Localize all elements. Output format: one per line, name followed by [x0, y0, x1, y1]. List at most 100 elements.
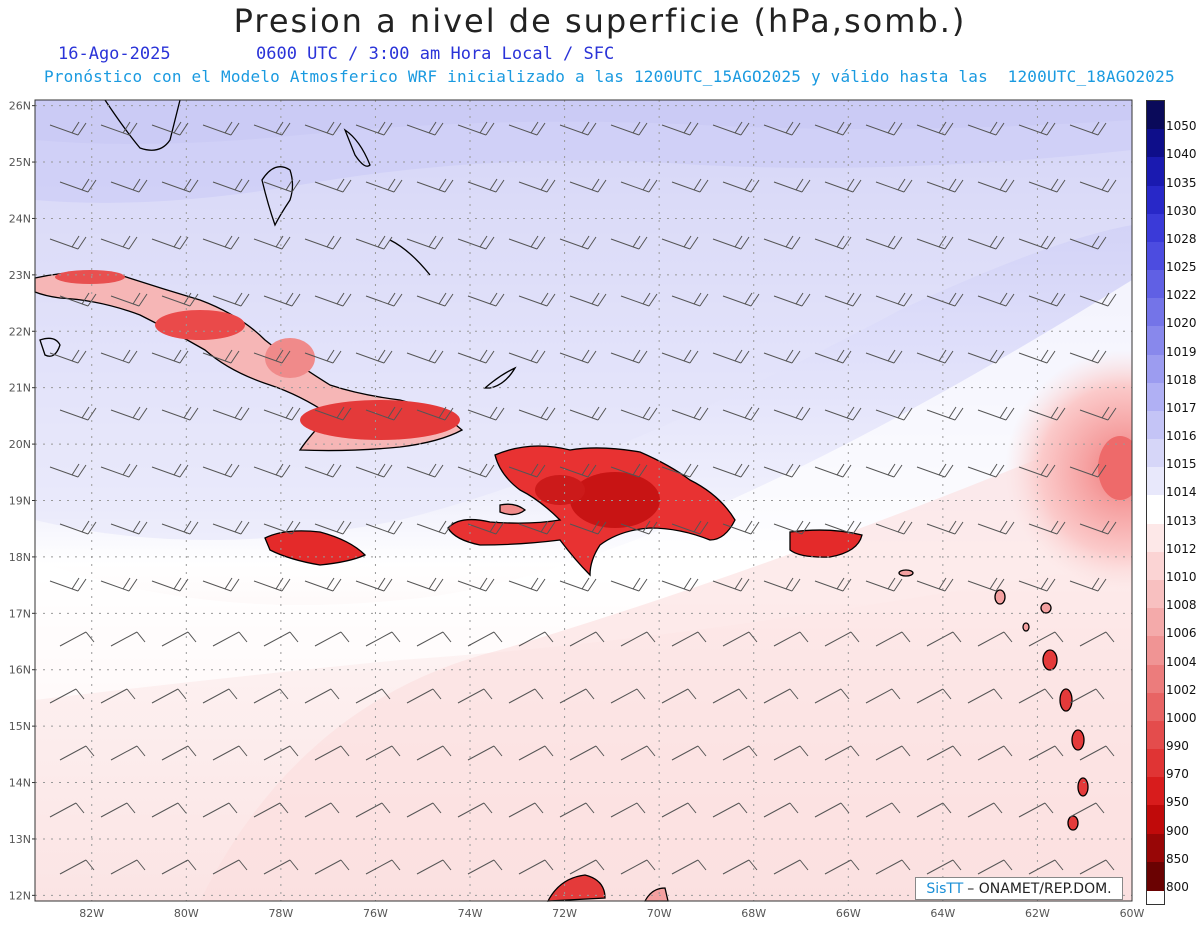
wind-barb: [406, 688, 442, 704]
wind-barb: [151, 577, 189, 592]
wind-barb: [355, 235, 393, 250]
wind-barb: [773, 520, 811, 535]
wind-barb: [1018, 802, 1054, 818]
legend-swatch: [1147, 382, 1164, 412]
wind-barb: [151, 688, 187, 704]
wind-barb: [100, 463, 138, 478]
wind-barb: [559, 349, 597, 364]
lat-label: 25N: [9, 156, 31, 169]
wind-barb: [202, 235, 240, 250]
legend-swatch: [1147, 213, 1164, 243]
wind-barb: [59, 520, 97, 535]
wind-barb: [916, 121, 954, 136]
wind-barb: [814, 349, 852, 364]
wind-barb: [712, 121, 750, 136]
wind-barb: [977, 292, 1015, 307]
wind-barb: [202, 802, 238, 818]
legend-level-label: 850: [1166, 851, 1189, 866]
wind-barb: [569, 859, 605, 875]
legend-swatch: [1147, 664, 1164, 694]
lat-label: 24N: [9, 212, 31, 225]
wind-barb: [1069, 577, 1107, 592]
wind-barb: [457, 577, 495, 592]
wind-barb: [773, 631, 809, 647]
wind-barb: [151, 235, 189, 250]
wind-barb: [671, 631, 707, 647]
wind-barb: [916, 463, 954, 478]
wind-barb: [416, 292, 454, 307]
wind-barb: [518, 745, 554, 761]
wind-barb: [151, 463, 189, 478]
wind-barb: [661, 121, 699, 136]
wind-barb: [100, 802, 136, 818]
wind-barb: [559, 802, 595, 818]
wind-barb: [518, 631, 554, 647]
wind-barb: [967, 349, 1005, 364]
lat-label: 21N: [9, 382, 31, 395]
latitude-labels: 26N 25N 24N 23N 22N 21N 20N 19N 18N 17N 16N 15N 14N 1…: [9, 100, 35, 902]
wind-barb: [569, 631, 605, 647]
wind-barb: [1079, 520, 1117, 535]
wind-barb: [253, 235, 291, 250]
wind-barb: [1018, 121, 1056, 136]
wind-barb: [916, 688, 952, 704]
wind-barb: [49, 349, 87, 364]
wind-barb: [824, 745, 860, 761]
wind-barb: [314, 178, 352, 193]
map-field: [35, 100, 1132, 901]
credit-text: – ONAMET/REP.DOM.: [967, 880, 1112, 897]
wind-barb: [1018, 688, 1054, 704]
st-vincent: [1077, 777, 1089, 797]
legend-level-label: 1025: [1166, 260, 1197, 275]
legend-level-label: 1004: [1166, 654, 1197, 669]
lat-label: 22N: [9, 325, 31, 338]
wind-barb: [355, 121, 393, 136]
wind-barb: [304, 349, 342, 364]
wind-barb: [1018, 577, 1056, 592]
wind-barb: [569, 406, 607, 421]
wind-barb: [926, 859, 962, 875]
legend-level-label: 1020: [1166, 316, 1197, 331]
wind-barb: [620, 631, 656, 647]
wind-barb: [620, 745, 656, 761]
wind-barb: [763, 577, 801, 592]
south-america-coast: [546, 874, 606, 902]
wind-barb: [151, 802, 187, 818]
wind-barb: [457, 121, 495, 136]
wind-barb: [161, 631, 197, 647]
legend-level-label: 1014: [1166, 485, 1197, 500]
wind-barb: [773, 406, 811, 421]
wind-barb: [100, 235, 138, 250]
legend-swatch: [1147, 551, 1164, 581]
wind-barb: [661, 577, 699, 592]
model-subtitle: Pronóstico con el Modelo Atmosferico WRF…: [44, 67, 1175, 86]
legend-swatch: [1147, 439, 1164, 469]
wind-barb: [559, 121, 597, 136]
legend-level-label: 1035: [1166, 175, 1197, 190]
wind-barb: [457, 349, 495, 364]
map-title: Presion a nivel de superficie (hPa,somb.…: [233, 2, 967, 40]
legend-level-label: 1028: [1166, 231, 1197, 246]
wind-barb: [722, 406, 760, 421]
wind-barb: [416, 631, 452, 647]
guadeloupe: [1042, 649, 1058, 671]
lon-label: 64W: [930, 907, 955, 920]
wind-barb: [569, 178, 607, 193]
wind-barb: [865, 463, 903, 478]
wind-barb: [508, 577, 546, 592]
wind-barb: [355, 463, 393, 478]
wind-barb: [977, 178, 1015, 193]
wind-barb: [967, 463, 1005, 478]
forecast-time: 0600 UTC / 3:00 am Hora Local / SFC: [256, 44, 615, 64]
legend-swatch: [1147, 805, 1164, 835]
wind-barb: [875, 520, 913, 535]
wind-barb: [865, 802, 901, 818]
wind-barb: [467, 859, 503, 875]
wind-barb: [416, 178, 454, 193]
legend-swatch: [1147, 523, 1164, 553]
wind-barb: [722, 292, 760, 307]
wind-barb: [1018, 463, 1056, 478]
wind-barb: [406, 463, 444, 478]
wind-barb: [263, 292, 301, 307]
